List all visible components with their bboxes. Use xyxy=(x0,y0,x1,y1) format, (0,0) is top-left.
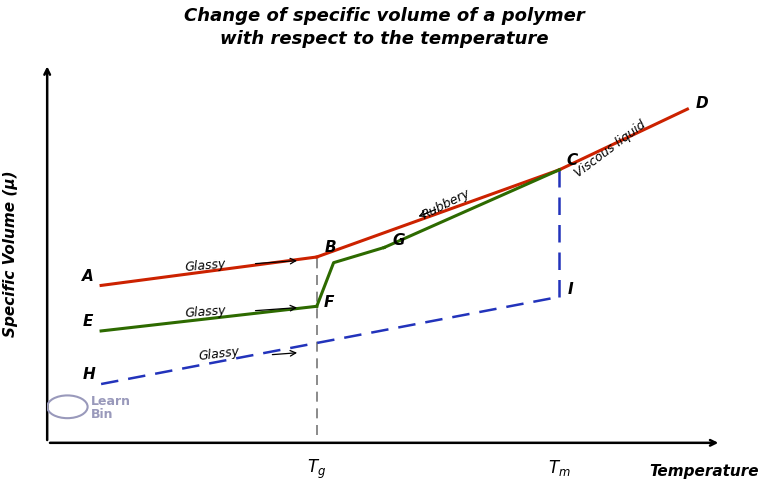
Text: H: H xyxy=(82,367,95,382)
Text: $T_g$: $T_g$ xyxy=(307,458,326,481)
Text: $T_m$: $T_m$ xyxy=(548,458,571,478)
Text: Glassy: Glassy xyxy=(184,257,227,274)
Text: Learn: Learn xyxy=(91,395,131,407)
Text: Rubbery: Rubbery xyxy=(420,186,472,222)
Text: E: E xyxy=(82,314,93,329)
Text: F: F xyxy=(323,295,334,310)
Text: Change of specific volume of a polymer
with respect to the temperature: Change of specific volume of a polymer w… xyxy=(184,7,584,48)
Text: D: D xyxy=(696,96,708,111)
Text: Specific Volume (μ): Specific Volume (μ) xyxy=(2,170,18,337)
Text: A: A xyxy=(82,268,94,284)
Text: Viscous liquid: Viscous liquid xyxy=(572,118,648,180)
Text: Bin: Bin xyxy=(91,408,114,421)
Text: B: B xyxy=(325,240,336,255)
Text: G: G xyxy=(392,232,405,247)
Text: C: C xyxy=(566,153,578,168)
Text: Glassy: Glassy xyxy=(198,345,240,363)
Text: I: I xyxy=(568,282,573,297)
Text: Temperature: Temperature xyxy=(650,464,759,479)
Text: Glassy: Glassy xyxy=(184,304,227,320)
